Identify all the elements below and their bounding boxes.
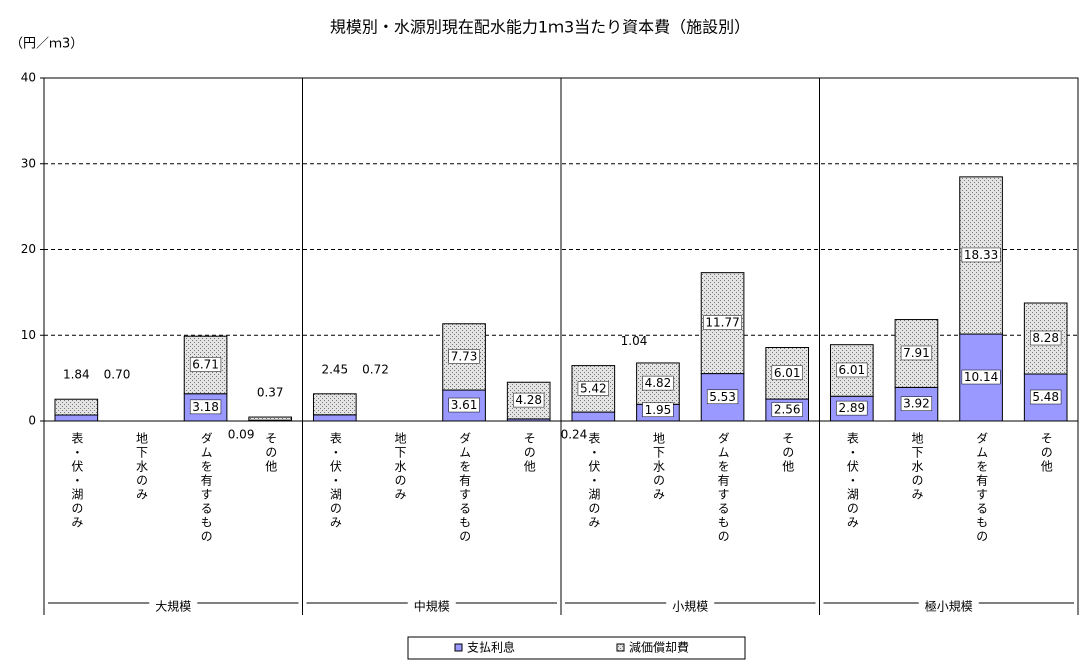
data-label: 6.71 [192,357,219,371]
data-label: 18.33 [964,248,998,262]
data-label: 4.82 [645,376,672,390]
data-label: 8.28 [1032,331,1059,345]
legend-label: 減価償却費 [629,640,689,655]
data-label: 7.73 [451,349,478,363]
x-tick-label vt: 表・伏・湖のみ [845,432,859,530]
data-label: 0.70 [104,368,131,382]
data-label-bg [836,400,868,416]
data-label: 5.53 [709,390,736,404]
bar-segment [312,414,357,422]
data-label-bg [642,402,674,418]
data-label: 0.24 [561,428,588,442]
data-label-bg [836,362,868,378]
data-label-bg [900,345,933,361]
y-axis-label: （円／ｍ3） [10,37,83,52]
y-tick-label: 0 [28,414,36,428]
data-label: 2.45 [321,362,348,376]
chart-title: 規模別・水源別現在配水能力1ｍ3当たり資本費（施設別） [330,18,750,37]
data-label-bg [706,389,739,405]
data-label: 0.37 [257,386,284,400]
x-tick-label vt: 表・伏・湖のみ [70,432,84,530]
y-tick-label: 40 [21,71,36,85]
data-label-bg [577,381,609,396]
data-label: 3.92 [903,397,930,411]
x-tick-label vt: 地下水のみ [651,432,665,502]
group-label-bg [666,598,715,614]
data-label: 5.42 [580,381,607,395]
data-label: 3.18 [192,400,219,414]
x-tick-label vt: ダムを有するもの [975,432,989,544]
data-label-bg [1030,389,1062,405]
bar-segment [571,411,616,422]
legend-box [407,636,746,660]
x-tick-label vt: 表・伏・湖のみ [587,432,601,530]
legend-label: 支払利息 [467,640,515,655]
bar-segment [54,414,99,422]
data-label-bg [1030,330,1062,346]
legend-swatch [616,643,625,652]
data-label: 2.56 [774,403,801,417]
data-label: 0.09 [228,428,255,442]
x-tick-label vt: 地下水のみ [910,432,924,502]
data-label: 4.28 [515,393,542,407]
group-label: 中規模 [414,599,450,614]
data-label: 0.72 [362,362,389,376]
x-tick-label vt: その他 [264,432,278,474]
data-label-bg [961,247,1001,263]
data-label-bg [771,402,803,417]
data-label-bg [448,349,480,364]
group-label-bg [918,598,979,614]
bar-segment [248,416,293,421]
data-label-bg [513,392,545,408]
data-label-bg [189,357,222,372]
x-tick-label vt: 表・伏・湖のみ [328,432,342,530]
data-label: 10.14 [964,370,998,384]
data-label: 1.84 [63,368,90,382]
data-label-bg [703,315,742,330]
x-tick-label vt: ダムを有するもの [716,432,730,544]
y-tick-label: 30 [21,156,36,170]
x-tick-label vt: その他 [781,432,795,474]
group-label-bg [149,598,198,614]
data-label-bg [961,369,1001,385]
data-label: 6.01 [838,363,865,377]
data-label-bg [900,396,933,411]
data-label: 5.48 [1032,390,1059,404]
group-label-bg [407,598,456,614]
x-tick-label vt: その他 [522,432,536,474]
x-tick-label vt: 地下水のみ [134,432,148,502]
group-label: 大規模 [155,599,191,614]
x-tick-label vt: その他 [1039,432,1053,474]
group-label: 小規模 [672,599,708,614]
data-label-bg [448,397,480,413]
data-label-bg [189,399,222,415]
data-label: 2.89 [838,401,865,415]
data-label-bg [642,375,674,391]
data-label: 6.01 [774,366,801,380]
group-label: 極小規模 [925,599,973,614]
data-label: 1.95 [645,403,672,417]
data-label-bg [771,365,803,381]
bar-segment [54,398,99,416]
x-tick-label vt: 地下水のみ [393,432,407,502]
data-label: 11.77 [705,316,739,330]
bar-segment [312,393,357,416]
legend-swatch [454,643,463,652]
data-label: 1.04 [621,334,648,348]
x-tick-label vt: ダムを有するもの [458,432,472,544]
x-tick-label vt: ダムを有するもの [199,432,213,544]
y-tick-label: 10 [21,328,36,342]
data-label: 7.91 [903,346,930,360]
y-tick-label: 20 [21,242,36,256]
data-label: 3.61 [451,398,478,412]
